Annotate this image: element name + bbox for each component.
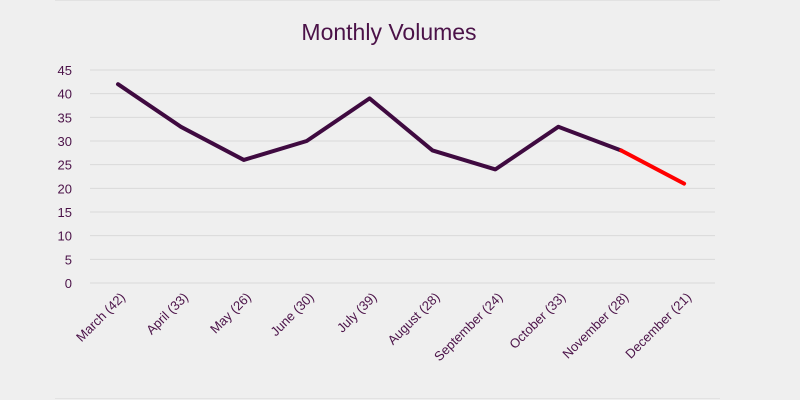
y-tick-label: 30 (58, 134, 72, 149)
x-tick-label: June (30) (267, 290, 316, 339)
x-tick-label: March (42) (73, 290, 128, 345)
x-tick-label: September (24) (431, 290, 505, 364)
x-tick-label: May (26) (207, 290, 254, 337)
x-tick-label: August (28) (384, 290, 442, 348)
y-tick-label: 5 (65, 252, 72, 267)
y-tick-label: 40 (58, 87, 72, 102)
x-tick-label: December (21) (622, 290, 694, 362)
chart-title: Monthly Volumes (301, 19, 476, 45)
highlight-segment (619, 148, 687, 186)
x-tick-label: November (28) (559, 290, 631, 362)
y-tick-label: 0 (65, 276, 72, 291)
top-border (55, 0, 720, 1)
x-tick-label: July (39) (334, 290, 380, 336)
y-tick-label: 15 (58, 205, 72, 220)
y-tick-label: 35 (58, 110, 72, 125)
bottom-border (55, 398, 720, 399)
y-tick-label: 25 (58, 158, 72, 173)
x-tick-label: April (33) (143, 290, 191, 338)
y-tick-label: 45 (58, 63, 72, 78)
x-tick-label: October (33) (506, 290, 568, 352)
y-tick-label: 10 (58, 229, 72, 244)
series-line (116, 82, 624, 172)
y-tick-label: 20 (58, 181, 72, 196)
